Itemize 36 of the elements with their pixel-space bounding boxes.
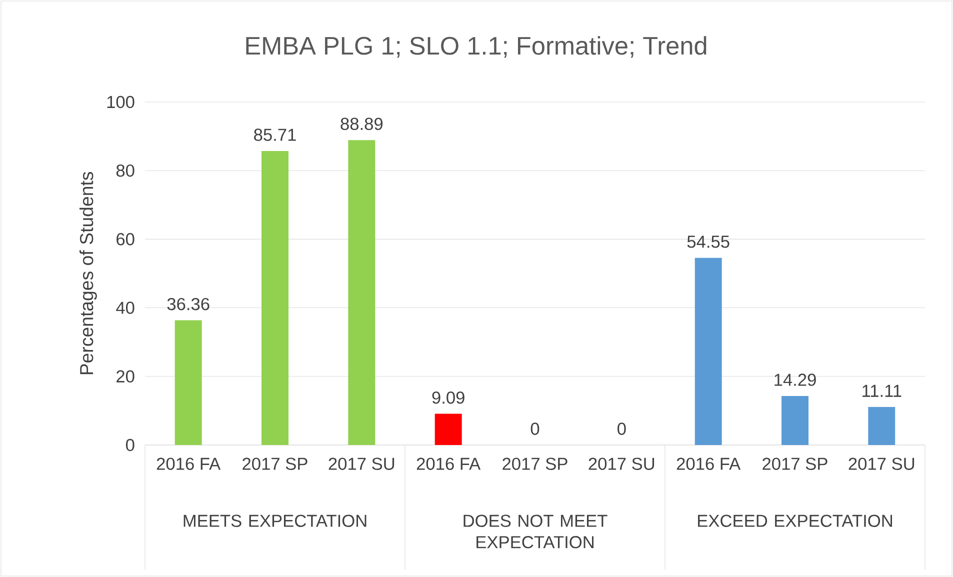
chart-title: EMBA PLG 1; SLO 1.1; Formative; Trend [246, 36, 706, 58]
bar [434, 414, 462, 445]
bar [262, 151, 289, 445]
y-tick-label: 100 [107, 96, 134, 108]
x-tick-label: 2017 SU [848, 458, 914, 470]
text: DOES NOT MEET EXPECTATION [464, 514, 608, 548]
bar [694, 258, 722, 445]
bar [781, 396, 808, 445]
x-tick-label: 2016 FA [676, 458, 741, 470]
text: MEETS EXPECTATION [184, 514, 366, 527]
data-label: 9.09 [432, 391, 464, 404]
x-tick-label: 2017 SP [242, 458, 308, 470]
data-label: 14.29 [774, 374, 816, 386]
bar [868, 406, 896, 445]
bar [174, 320, 202, 445]
y-tick-label: 0 [126, 438, 134, 452]
x-tick-label: 2016 FA [416, 458, 481, 470]
y-tick-label: 40 [116, 302, 134, 314]
x-tick-label: 2017 SU [588, 458, 654, 470]
data-label: 85.71 [254, 128, 296, 141]
x-tick-label: 2016 FA [156, 458, 221, 470]
data-label: 0 [530, 422, 540, 435]
text: EXCEED EXPECTATION [698, 514, 892, 527]
data-label: 36.36 [167, 298, 210, 310]
data-label: 88.89 [340, 118, 383, 130]
x-tick-label: 2017 SP [502, 458, 568, 470]
bar [348, 140, 376, 445]
x-tick-label: 2017 SU [328, 458, 394, 470]
y-tick-label: 20 [116, 370, 134, 383]
data-label: 54.55 [687, 236, 730, 248]
data-label: 0 [618, 422, 626, 435]
y-axis-title: Percentages of Students [79, 172, 97, 374]
y-tick-label: 60 [116, 233, 134, 246]
data-label: 11.11 [862, 384, 902, 397]
x-tick-label: 2017 SP [762, 458, 828, 470]
y-tick-label: 80 [116, 164, 134, 177]
